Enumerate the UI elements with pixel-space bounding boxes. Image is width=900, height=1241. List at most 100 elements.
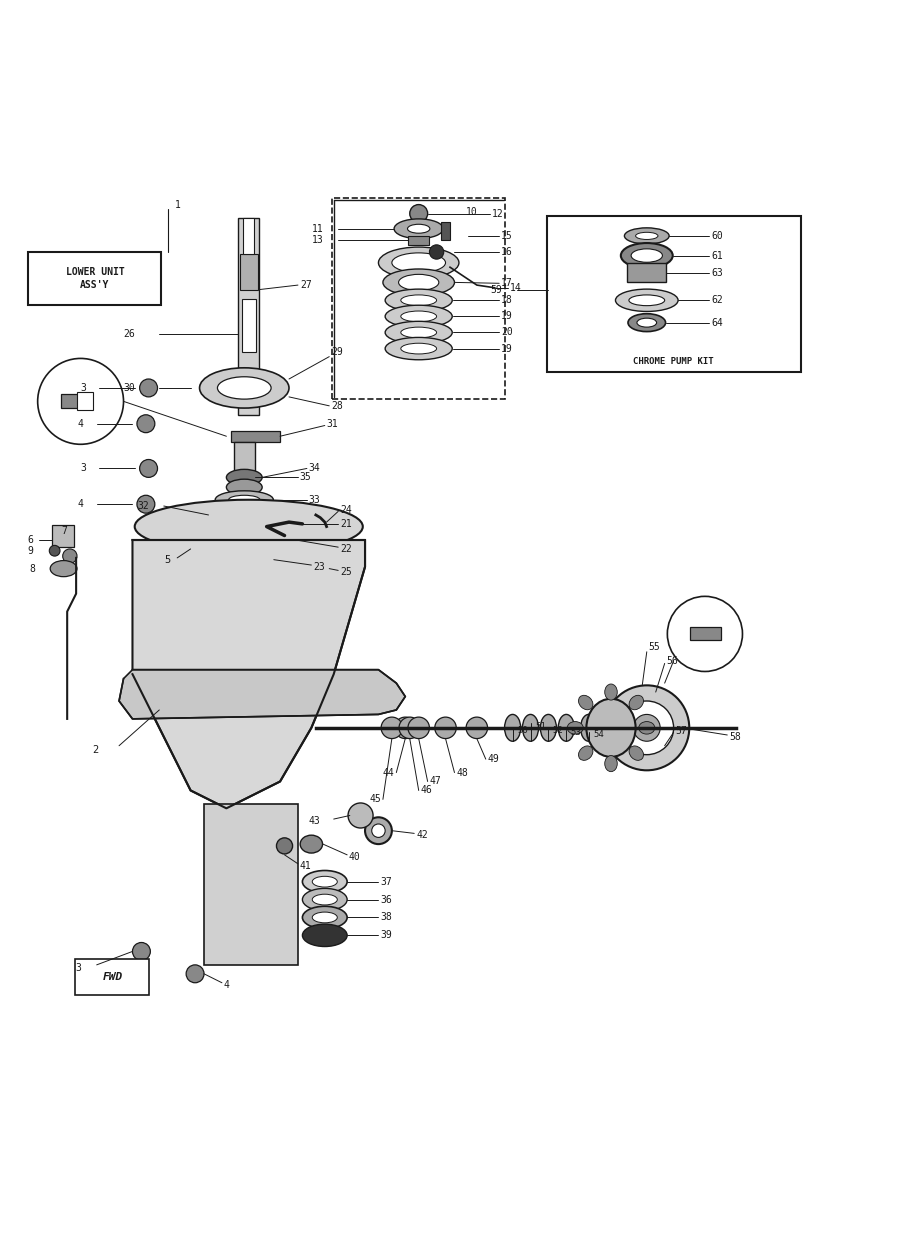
Text: 26: 26 [123,329,135,339]
Text: 28: 28 [331,401,343,411]
Ellipse shape [579,695,593,710]
Ellipse shape [620,701,673,755]
Bar [233,442,255,531]
Ellipse shape [302,906,347,928]
Ellipse shape [229,495,260,504]
Text: 37: 37 [380,876,392,886]
Text: 14: 14 [510,283,522,293]
Circle shape [137,495,155,514]
Ellipse shape [629,746,643,761]
Bar [238,218,259,414]
Circle shape [50,545,60,556]
Text: 25: 25 [340,567,352,577]
Ellipse shape [567,721,583,735]
Text: 55: 55 [649,643,661,653]
Text: 24: 24 [340,505,352,515]
Ellipse shape [191,503,262,527]
Ellipse shape [616,289,678,311]
Ellipse shape [302,889,347,911]
Text: 17: 17 [501,278,513,288]
Text: 8: 8 [30,563,35,573]
Text: 30: 30 [123,383,135,393]
Text: 16: 16 [501,247,513,257]
Text: 57: 57 [675,726,688,736]
Text: 19: 19 [501,344,513,354]
Text: 21: 21 [340,519,352,529]
Ellipse shape [637,318,657,328]
Ellipse shape [400,311,436,321]
Ellipse shape [400,295,436,305]
Ellipse shape [227,479,262,495]
Text: 54: 54 [593,731,604,740]
FancyBboxPatch shape [28,252,161,305]
Text: 18: 18 [501,295,513,305]
Ellipse shape [200,367,289,408]
Ellipse shape [378,247,459,278]
Bar [627,263,667,283]
Circle shape [137,414,155,433]
Text: 7: 7 [61,526,67,536]
Bar [689,627,721,640]
Circle shape [429,244,444,259]
Text: 45: 45 [369,794,381,804]
Text: 58: 58 [729,732,741,742]
Ellipse shape [215,490,274,509]
Ellipse shape [580,715,597,741]
Ellipse shape [382,269,454,295]
Text: 1: 1 [175,200,180,210]
Text: 60: 60 [711,231,723,241]
Bar [61,395,84,407]
Ellipse shape [312,876,338,887]
Ellipse shape [579,746,593,761]
Circle shape [140,379,158,397]
Text: 6: 6 [28,535,33,545]
Text: 49: 49 [488,755,500,764]
Circle shape [394,717,416,738]
Circle shape [132,942,150,961]
Text: 33: 33 [309,495,320,505]
Ellipse shape [365,818,392,844]
Ellipse shape [312,912,338,923]
Ellipse shape [302,925,347,947]
Ellipse shape [522,715,538,741]
Circle shape [259,552,274,567]
Ellipse shape [392,253,446,273]
Ellipse shape [135,500,363,553]
Circle shape [399,717,420,738]
Text: 12: 12 [492,208,504,218]
Ellipse shape [634,715,661,741]
FancyBboxPatch shape [76,959,149,995]
Bar [239,253,257,289]
Ellipse shape [50,561,77,577]
Text: 20: 20 [501,328,513,338]
Text: 53: 53 [571,727,581,737]
Text: 15: 15 [501,231,513,241]
Ellipse shape [302,870,347,892]
Ellipse shape [635,232,658,240]
Ellipse shape [348,803,374,828]
Text: 3: 3 [80,383,86,393]
Text: 4: 4 [77,499,84,509]
Text: 13: 13 [311,236,323,246]
Ellipse shape [311,561,329,577]
Circle shape [410,205,427,222]
Text: 31: 31 [327,418,338,428]
Ellipse shape [385,289,452,311]
Ellipse shape [385,321,452,344]
Circle shape [381,717,402,738]
Ellipse shape [629,295,665,305]
Text: 42: 42 [416,830,428,840]
Text: 40: 40 [349,851,361,861]
Circle shape [38,359,123,444]
Ellipse shape [639,721,655,735]
Ellipse shape [408,225,430,233]
Text: 3: 3 [76,963,82,973]
Ellipse shape [385,338,452,360]
Text: 4: 4 [224,979,230,989]
Circle shape [435,717,456,738]
Ellipse shape [604,685,689,771]
Text: 10: 10 [466,207,478,217]
Text: 2: 2 [92,745,98,756]
Polygon shape [204,804,298,964]
Ellipse shape [631,249,662,262]
